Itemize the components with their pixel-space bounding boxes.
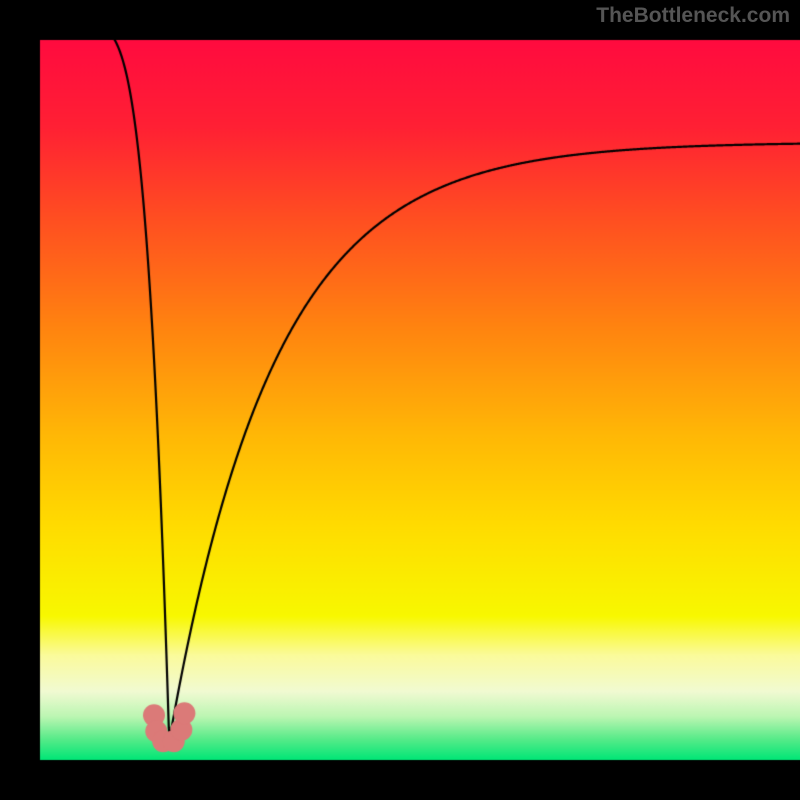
watermark-text: TheBottleneck.com <box>596 4 790 28</box>
chart-container: TheBottleneck.com <box>0 0 800 800</box>
bottleneck-chart-canvas <box>0 0 800 800</box>
